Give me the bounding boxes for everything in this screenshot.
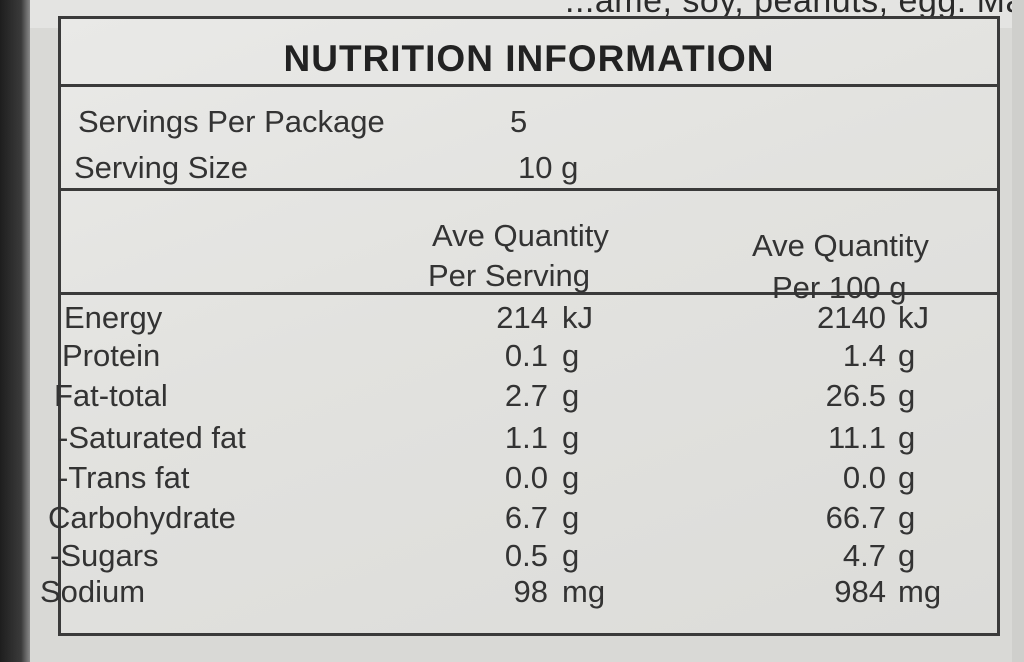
per-serving-value: 98 — [513, 574, 548, 609]
per-serving-value: 214 — [496, 300, 548, 335]
per-100g-value: 2140 — [817, 300, 886, 335]
nutrient-label: Protein — [62, 338, 161, 373]
per-serving-value: 0.0 — [504, 460, 548, 495]
nutrient-label: Sodium — [40, 574, 146, 609]
per-100g-value: 11.1 — [827, 420, 886, 455]
servings-per-package-value: 5 — [510, 104, 528, 139]
per-100g-unit: g — [898, 538, 916, 573]
per-100g-header-line1: Ave Quantity — [752, 228, 929, 263]
per-serving-value: 0.5 — [504, 538, 548, 573]
per-serving-unit: g — [562, 338, 580, 373]
nutrition-panel — [58, 16, 1000, 636]
per-serving-unit: mg — [562, 574, 606, 609]
servings-per-package-label: Servings Per Package — [78, 104, 385, 139]
per-100g-value: 984 — [834, 574, 886, 609]
per-100g-unit: kJ — [898, 300, 929, 335]
per-100g-value: 4.7 — [842, 538, 886, 573]
per-serving-unit: kJ — [562, 300, 593, 335]
per-serving-unit: g — [562, 538, 580, 573]
serving-size-label: Serving Size — [74, 150, 249, 185]
per-100g-unit: g — [898, 420, 916, 455]
panel-title: NUTRITION INFORMATION — [283, 38, 775, 79]
per-serving-header-line2: Per Serving — [428, 258, 590, 293]
per-serving-value: 2.7 — [504, 378, 548, 413]
per-100g-unit: g — [898, 338, 916, 373]
per-serving-unit: g — [562, 460, 580, 495]
title-divider — [58, 84, 1000, 87]
nutrient-label: -Sugars — [50, 538, 159, 573]
serving-size-value: 10 g — [518, 150, 579, 185]
nutrient-label: -Trans fat — [58, 460, 190, 495]
per-serving-value: 0.1 — [504, 338, 548, 373]
per-100g-value: 0.0 — [842, 460, 886, 495]
per-serving-header-line1: Ave Quantity — [432, 218, 609, 253]
per-100g-value: 26.5 — [825, 378, 886, 413]
per-serving-unit: g — [562, 500, 580, 535]
per-100g-value: 1.4 — [842, 338, 886, 373]
per-100g-value: 66.7 — [825, 500, 886, 535]
allergen-text-fragment: ...ame, soy, peanuts, egg. May — [565, 0, 1024, 20]
servings-divider — [58, 188, 1000, 191]
header-divider — [58, 292, 1000, 295]
nutrient-label: Fat-total — [54, 378, 168, 413]
per-100g-header-line2: Per 100 g — [772, 270, 907, 305]
nutrient-label: Energy — [64, 300, 163, 335]
per-100g-unit: g — [898, 500, 916, 535]
per-serving-value: 1.1 — [504, 420, 548, 455]
package-right-edge — [1012, 0, 1024, 662]
per-serving-unit: g — [562, 378, 580, 413]
per-100g-unit: mg — [898, 574, 942, 609]
per-100g-unit: g — [898, 460, 916, 495]
nutrient-label: -Saturated fat — [58, 420, 246, 455]
per-100g-unit: g — [898, 378, 916, 413]
per-serving-value: 6.7 — [504, 500, 548, 535]
per-serving-unit: g — [562, 420, 580, 455]
package-left-edge — [0, 0, 30, 662]
nutrient-label: Carbohydrate — [48, 500, 236, 535]
